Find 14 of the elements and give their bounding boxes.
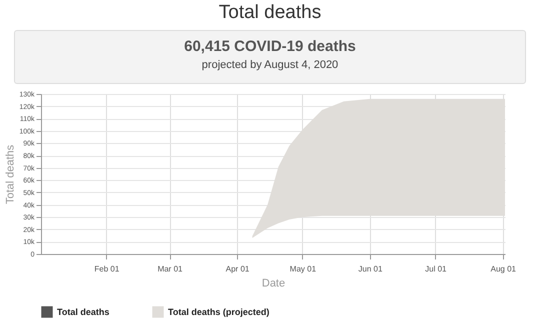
legend-label: Total deaths (projected) — [168, 307, 270, 317]
chart-title: Total deaths — [218, 2, 322, 25]
y-axis-title: Total deaths — [4, 144, 16, 204]
text: projected by August 4, 2020 — [200, 59, 340, 71]
x-tick-label: Aug 01 — [490, 264, 517, 274]
chart-subtitle: 60,415 COVID-19 deaths — [183, 37, 357, 55]
x-tick-label: Mar 01 — [158, 264, 184, 274]
x-tick-label: Apr 01 — [226, 264, 250, 274]
x-axis-title: Date — [262, 278, 286, 290]
x-tick-label: May 01 — [290, 264, 317, 274]
legend-label: Total deaths — [57, 307, 110, 317]
x-tick-label: Feb 01 — [94, 264, 120, 274]
x-tick-label: Jun 01 — [358, 264, 383, 274]
x-tick-label: Jul 01 — [425, 264, 448, 274]
